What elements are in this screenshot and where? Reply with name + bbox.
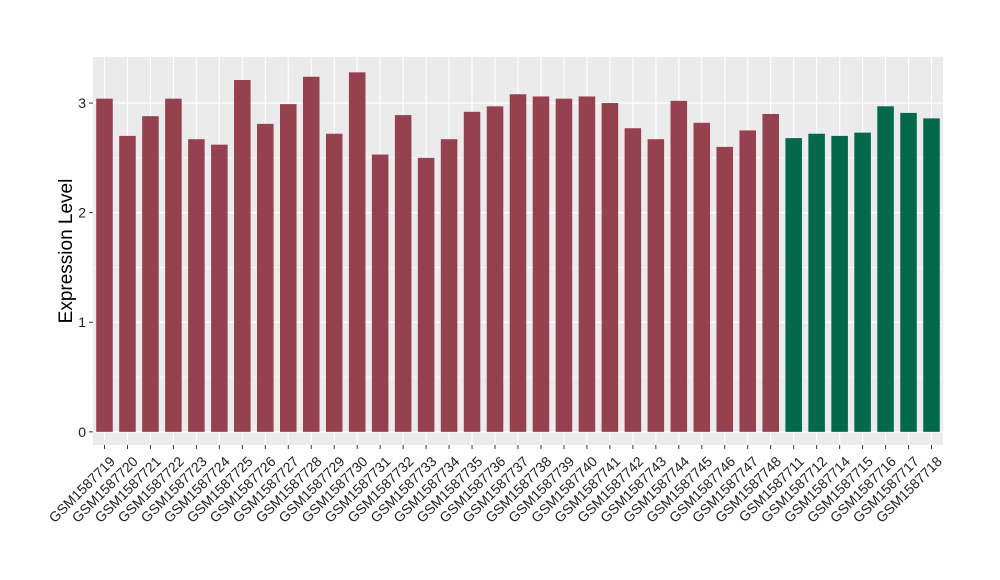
bar-GSM1587720 (119, 135, 136, 432)
bars (96, 72, 940, 432)
bar-GSM1587717 (900, 112, 917, 432)
x-axis: GSM1587719GSM1587720GSM1587721GSM1587722… (46, 445, 945, 526)
y-tick-label: 1 (78, 314, 86, 330)
bar-GSM1587715 (854, 132, 871, 432)
y-tick-label: 3 (78, 95, 86, 111)
y-tick-label: 2 (78, 205, 86, 221)
bar-GSM1587741 (601, 103, 619, 432)
bar-GSM1587712 (808, 133, 825, 432)
bar-GSM1587738 (532, 96, 550, 432)
bar-GSM1587742 (624, 128, 642, 432)
bar-GSM1587724 (211, 144, 228, 432)
bar-GSM1587728 (302, 76, 320, 432)
bar-GSM1587730 (348, 72, 366, 432)
bar-GSM1587746 (716, 146, 734, 432)
bar-GSM1587737 (509, 94, 527, 432)
y-tick-label: 0 (78, 424, 86, 440)
bar-GSM1587711 (785, 138, 802, 432)
bar-GSM1587723 (188, 139, 205, 432)
bar-GSM1587731 (371, 154, 389, 432)
bar-GSM1587729 (325, 133, 343, 432)
bar-GSM1587744 (670, 100, 688, 432)
bar-GSM1587725 (234, 80, 251, 432)
bar-GSM1587747 (739, 130, 756, 432)
bar-GSM1587718 (923, 118, 940, 432)
bar-GSM1587743 (647, 139, 665, 432)
bar-GSM1587745 (693, 122, 711, 432)
bar-GSM1587732 (394, 115, 412, 432)
bar-GSM1587719 (96, 98, 113, 432)
bar-GSM1587722 (165, 98, 182, 432)
bar-GSM1587736 (486, 106, 504, 432)
bar-GSM1587734 (440, 139, 458, 432)
bar-GSM1587726 (257, 123, 274, 432)
y-axis-title: Expression Level (56, 179, 77, 324)
bar-GSM1587748 (762, 113, 779, 432)
bar-GSM1587716 (877, 106, 894, 432)
bar-GSM1587739 (555, 98, 573, 432)
bar-GSM1587740 (578, 96, 596, 432)
y-axis: 0 1 2 3 (78, 95, 93, 440)
bar-GSM1587733 (417, 157, 435, 432)
bar-GSM1587721 (142, 116, 159, 432)
bar-GSM1587714 (831, 135, 848, 432)
bar-GSM1587735 (463, 111, 481, 432)
bar-GSM1587727 (280, 104, 297, 432)
